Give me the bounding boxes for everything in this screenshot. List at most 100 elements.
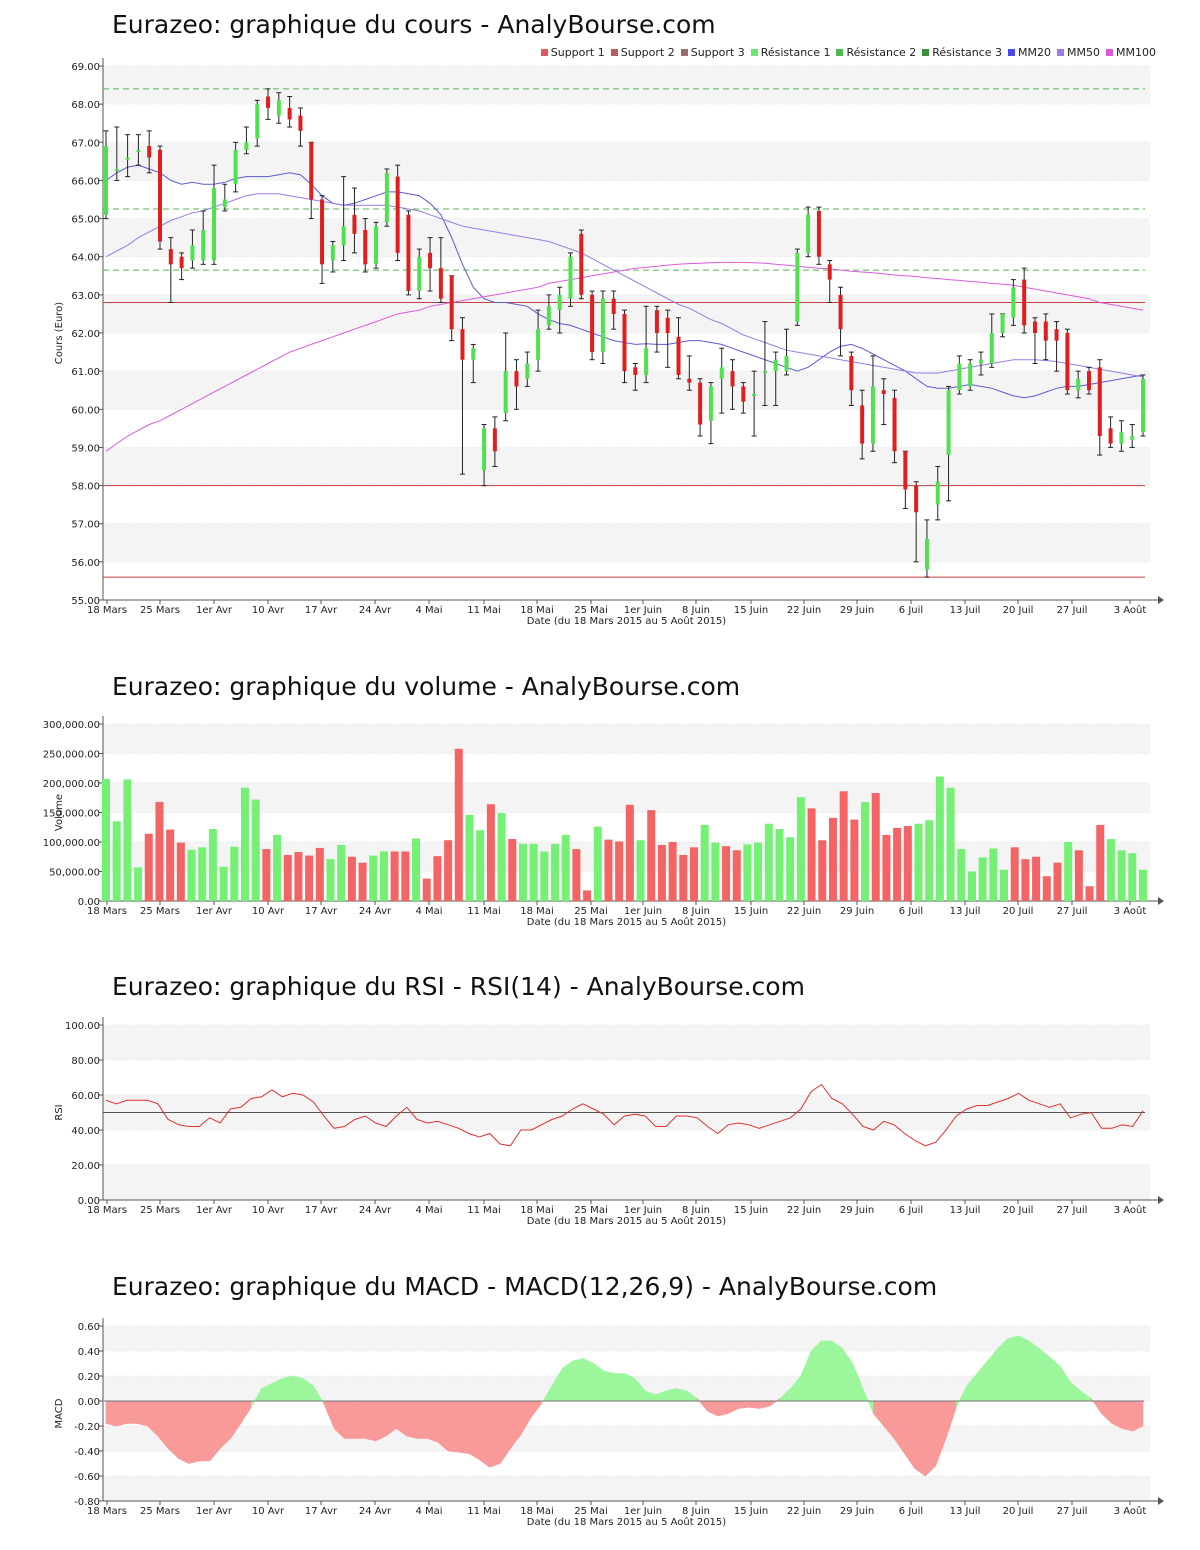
- y-tick-label: 80.00: [71, 1056, 100, 1067]
- macd-area-segment: [582, 1358, 594, 1402]
- x-tick-label: 1er Juin: [624, 1205, 662, 1216]
- x-tick-label: 18 Mars: [87, 1205, 127, 1216]
- volume-bar: [454, 748, 463, 901]
- y-tick-label: 68.00: [71, 100, 100, 111]
- candle-body: [590, 294, 595, 353]
- volume-bar: [326, 859, 335, 901]
- volume-bar: [208, 829, 217, 901]
- x-tick-label: 24 Avr: [359, 906, 392, 917]
- volume-bar: [283, 854, 292, 901]
- volume-bar: [850, 819, 859, 901]
- volume-bar: [561, 834, 570, 901]
- y-tick-label: 55.00: [71, 596, 100, 607]
- volume-bar: [668, 842, 677, 901]
- volume-bar: [1139, 869, 1147, 901]
- x-tick-label: 13 Juil: [950, 1506, 981, 1517]
- macd-area-segment: [738, 1400, 750, 1409]
- macd-area-segment: [987, 1347, 999, 1402]
- candle-body: [687, 378, 692, 383]
- macd-area-segment: [727, 1400, 739, 1414]
- y-tick-label: 0.00: [78, 897, 100, 908]
- volume-bar: [176, 842, 185, 901]
- price-chart-plot: 55.00 56.00 57.00 58.00 59.00 60.00 61.00 62.00…: [54, 58, 1164, 627]
- macd-area-segment: [1111, 1400, 1123, 1429]
- rsi-chart-plot: 0.00 20.00 40.00 60.00 80.00 100.00 18 Mars 25 …: [54, 1017, 1164, 1227]
- volume-chart-title: Eurazeo: graphique du volume - AnalyBour…: [112, 672, 741, 701]
- x-tick-label: 20 Juil: [1003, 605, 1034, 616]
- macd-area-segment: [354, 1400, 366, 1439]
- y-tick-label: 100,000.00: [43, 838, 100, 849]
- macd-area-segment: [873, 1400, 885, 1427]
- macd-area-segment: [676, 1388, 688, 1402]
- macd-area-segment: [209, 1400, 221, 1462]
- x-tick-label: 27 Juil: [1057, 605, 1088, 616]
- legend-mm50: MM50: [1057, 46, 1100, 59]
- macd-area-segment: [1101, 1400, 1113, 1425]
- candle-body: [168, 249, 173, 265]
- y-tick-label: -0.40: [74, 1447, 100, 1458]
- macd-area-segment: [748, 1400, 760, 1409]
- macd-area-segment: [1007, 1335, 1019, 1402]
- volume-bar: [700, 824, 709, 901]
- candle-body: [989, 333, 994, 364]
- macd-area-segment: [665, 1388, 677, 1402]
- y-tick-label: 0.40: [78, 1347, 100, 1358]
- macd-area-segment: [1049, 1356, 1061, 1402]
- macd-area-segment: [188, 1400, 200, 1464]
- y-tick-label: 64.00: [71, 253, 100, 264]
- volume-bar: [123, 779, 132, 901]
- x-tick-label: 10 Avr: [252, 605, 285, 616]
- x-tick-label: 1er Avr: [196, 1506, 233, 1517]
- x-tick-label: 11 Mai: [467, 1506, 500, 1517]
- x-tick-label: 29 Juin: [840, 906, 874, 917]
- macd-area-segment: [624, 1373, 636, 1402]
- volume-bar: [1032, 856, 1041, 901]
- volume-bar: [1021, 859, 1030, 901]
- x-tick-label: 1er Juin: [624, 1506, 662, 1517]
- y-tick-label: 57.00: [71, 520, 100, 531]
- x-tick-label: 20 Juil: [1003, 1506, 1034, 1517]
- candle-body: [222, 199, 227, 208]
- candle-body: [957, 363, 962, 391]
- macd-area-segment: [1059, 1364, 1071, 1402]
- candle-body: [946, 390, 951, 456]
- x-tick-label: 27 Juil: [1057, 1506, 1088, 1517]
- macd-area-segment: [292, 1375, 304, 1402]
- candle-body: [1119, 432, 1124, 444]
- macd-area-segment: [364, 1400, 376, 1442]
- x-tick-label: 18 Mars: [87, 906, 127, 917]
- candle-body: [719, 367, 724, 379]
- price-chart-panel: Eurazeo: graphique du cours - AnalyBours…: [0, 0, 1200, 640]
- x-tick-label: 29 Juin: [840, 1205, 874, 1216]
- volume-bar: [219, 866, 228, 901]
- volume-bar: [604, 839, 613, 901]
- y-tick-label: 300,000.00: [43, 720, 100, 731]
- candle-body: [1022, 279, 1027, 326]
- x-tick-label: 8 Juin: [682, 605, 710, 616]
- macd-area-segment: [530, 1400, 542, 1419]
- x-tick-label: 25 Mai: [574, 1506, 607, 1517]
- x-tick-label: 1er Juin: [624, 605, 662, 616]
- y-tick-label: 59.00: [71, 443, 100, 454]
- candle-body: [579, 233, 584, 295]
- macd-area-segment: [240, 1400, 252, 1425]
- x-tick-label: 18 Mars: [87, 1506, 127, 1517]
- rsi-chart-panel: Eurazeo: graphique du RSI - RSI(14) - An…: [0, 960, 1200, 1240]
- y-tick-label: 61.00: [71, 367, 100, 378]
- legend-resistance-3: Résistance 3: [922, 46, 1002, 59]
- rsi-chart-title: Eurazeo: graphique du RSI - RSI(14) - An…: [112, 972, 805, 1001]
- candle-body: [330, 245, 335, 261]
- macd-chart-panel: Eurazeo: graphique du MACD - MACD(12,26,…: [0, 1260, 1200, 1540]
- volume-bar: [903, 826, 912, 901]
- candle-body: [654, 310, 659, 333]
- volume-bar: [102, 778, 110, 901]
- candle-body: [255, 104, 260, 139]
- volume-bar: [1064, 842, 1073, 901]
- x-tick-label: 22 Juin: [787, 605, 821, 616]
- x-tick-label: 13 Juil: [950, 605, 981, 616]
- x-tick-label: 25 Mai: [574, 1205, 607, 1216]
- x-tick-label: 24 Avr: [359, 605, 392, 616]
- x-tick-label: 18 Mai: [520, 1205, 553, 1216]
- macd-area-segment: [759, 1400, 770, 1409]
- volume-bar: [337, 844, 346, 901]
